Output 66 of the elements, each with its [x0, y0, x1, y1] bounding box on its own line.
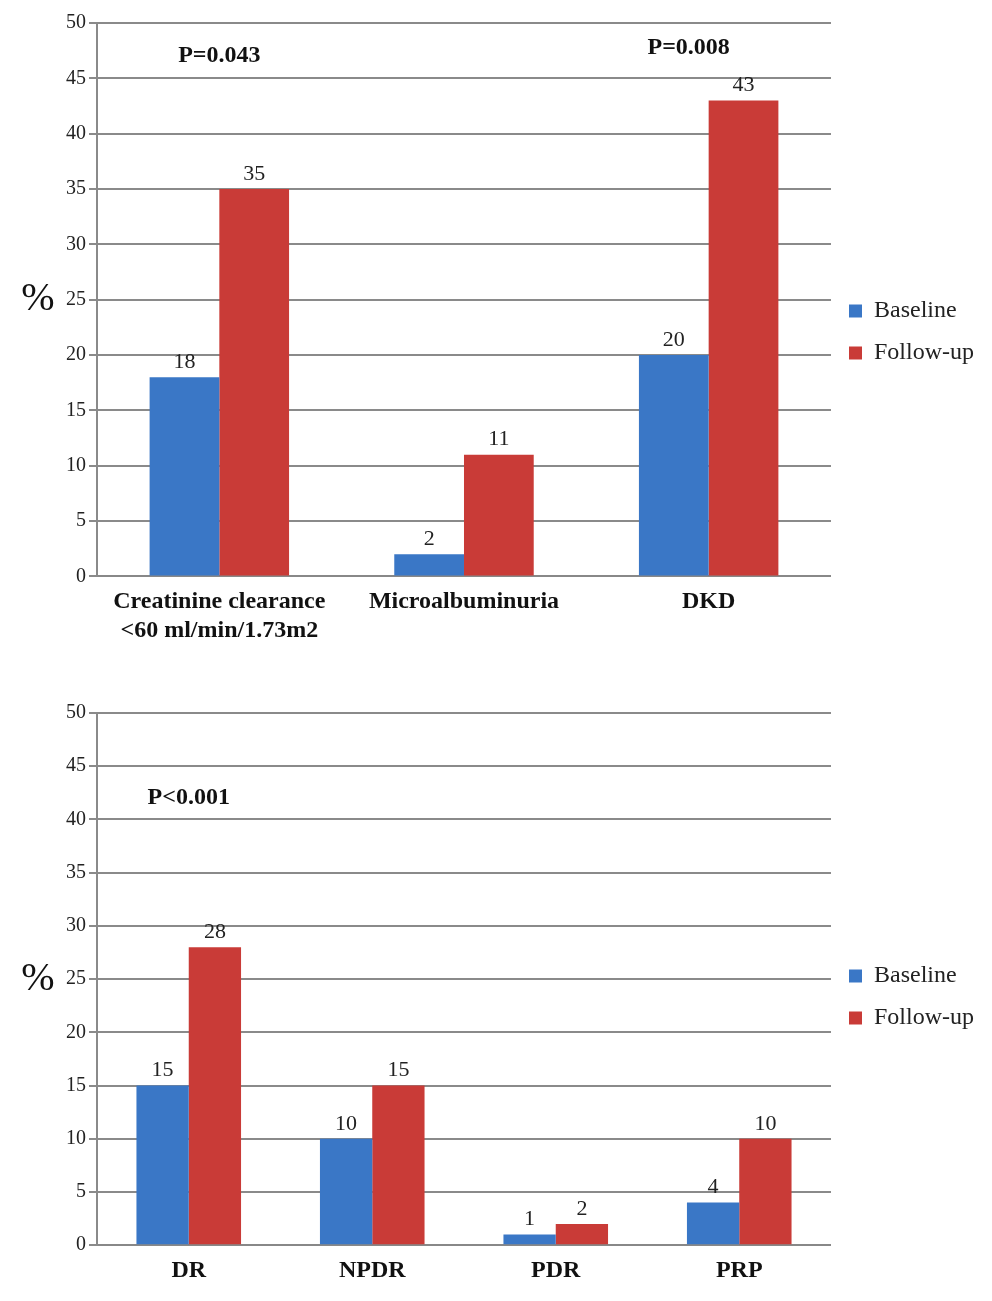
y-tick-label: 10 [66, 1126, 86, 1149]
y-tick-label: 20 [66, 342, 86, 365]
bar [503, 1234, 556, 1245]
data-label: 15 [151, 1056, 174, 1082]
y-tick-label: 50 [66, 10, 86, 33]
legend-label: Follow-up [873, 1003, 975, 1030]
bar [372, 1085, 425, 1245]
y-tick-label: 15 [66, 1072, 86, 1095]
data-label: 10 [335, 1109, 358, 1135]
y-tick-label: 20 [66, 1019, 86, 1042]
data-label: 35 [243, 159, 266, 185]
x-tick-label: DKD [681, 587, 736, 613]
y-tick-label: 25 [66, 966, 86, 989]
annotation: P=0.008 [647, 33, 730, 60]
bar [219, 189, 290, 576]
data-label: 18 [173, 347, 196, 373]
data-label: 1 [524, 1205, 536, 1231]
bar [319, 1138, 373, 1245]
y-tick-label: 5 [76, 508, 86, 531]
y-tick-label: 15 [66, 397, 86, 420]
data-label: 20 [662, 325, 685, 351]
bar [136, 1085, 189, 1245]
data-label: 28 [203, 917, 226, 943]
bar [555, 1223, 609, 1245]
data-label: 11 [488, 425, 510, 451]
legend-label: Baseline [873, 961, 957, 988]
y-tick-label: 40 [66, 120, 86, 143]
legend-label: Baseline [873, 296, 957, 323]
y-tick-label: 0 [76, 563, 86, 586]
data-label: 2 [423, 525, 435, 551]
x-tick-label: PDR [531, 1255, 582, 1282]
x-tick-label: Microalbuminuria [368, 587, 560, 613]
y-tick-label: 35 [66, 859, 86, 882]
y-tick-label: 45 [66, 753, 86, 776]
bar [739, 1138, 792, 1245]
annotation: P<0.001 [147, 783, 230, 810]
bar [394, 554, 464, 576]
bar [686, 1202, 740, 1245]
bar [188, 947, 242, 1245]
x-tick-label: NPDR [338, 1255, 407, 1282]
bar [149, 377, 220, 576]
data-label: 43 [732, 71, 755, 97]
data-label: 10 [754, 1109, 777, 1135]
bar [708, 100, 779, 576]
x-tick-label: DR [171, 1255, 207, 1282]
y-axis-title: % [21, 274, 55, 320]
y-tick-label: 30 [66, 231, 86, 254]
y-tick-label: 30 [66, 913, 86, 936]
y-tick-label: 40 [66, 806, 86, 829]
data-label: 2 [576, 1194, 588, 1220]
legend-label: Follow-up [873, 338, 975, 365]
data-label: 15 [387, 1056, 410, 1082]
data-label: 4 [707, 1173, 719, 1199]
bar [638, 355, 709, 576]
y-tick-label: 10 [66, 452, 86, 475]
y-tick-label: 25 [66, 286, 86, 309]
y-tick-label: 0 [76, 1232, 86, 1255]
y-tick-label: 35 [66, 176, 86, 199]
y-axis-title: % [21, 953, 55, 999]
x-tick-label: PRP [715, 1255, 763, 1282]
annotation: P=0.043 [178, 41, 261, 68]
x-tick-label: Creatinine clearance <60 ml/min/1.73m2 [113, 587, 326, 642]
y-tick-label: 50 [66, 700, 86, 723]
y-tick-label: 5 [76, 1179, 86, 1202]
y-tick-label: 45 [66, 65, 86, 88]
bar [464, 454, 534, 576]
